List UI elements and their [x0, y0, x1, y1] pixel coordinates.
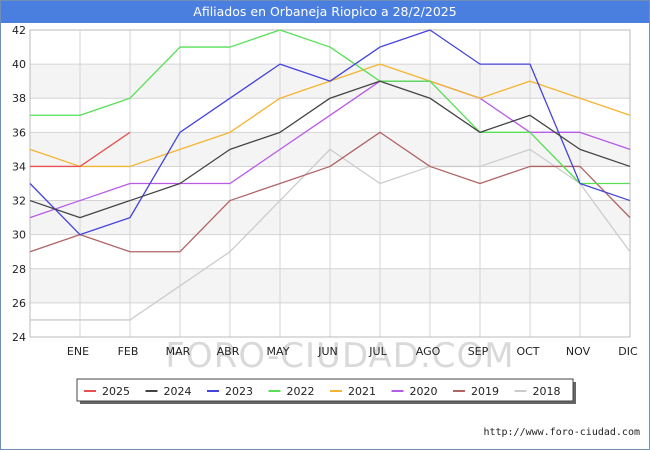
series-line-2024: [29, 80, 631, 219]
watermark: FORO-CIUDAD.COM: [165, 336, 514, 376]
x-tick-label: AGO: [416, 345, 441, 358]
chart-title: Afiliados en Orbaneja Riopico a 28/2/202…: [1, 1, 649, 23]
y-axis-ticks: 24 26 28 30 32 34 36 38 40 42: [12, 24, 26, 344]
series-line-2023: [29, 29, 631, 236]
legend-label: 2021: [348, 385, 376, 398]
legend-label: 2024: [164, 385, 192, 398]
x-tick-label: FEB: [118, 345, 139, 358]
x-tick-label: OCT: [516, 345, 539, 358]
y-tick-label: 26: [12, 297, 26, 310]
y-tick-label: 34: [12, 160, 26, 173]
y-tick-label: 36: [12, 126, 26, 139]
legend-label: 2020: [410, 385, 438, 398]
x-tick-label: ABR: [217, 345, 240, 358]
x-tick-label: MAR: [166, 345, 191, 358]
x-tick-label: MAY: [267, 345, 290, 358]
series-lines: [29, 29, 631, 321]
y-tick-label: 28: [12, 263, 26, 276]
legend-label: 2019: [471, 385, 499, 398]
x-tick-label: JUN: [317, 345, 338, 358]
legend-label: 2025: [102, 385, 130, 398]
series-line-2025: [30, 131, 131, 168]
series-line-2019: [29, 131, 631, 253]
y-tick-label: 42: [12, 24, 26, 37]
x-tick-label: ENE: [67, 345, 89, 358]
legend-box: [76, 378, 574, 402]
source-url: http://www.foro-ciudad.com: [483, 427, 640, 438]
y-tick-label: 38: [12, 92, 26, 105]
legend: 2025 2024 2023 2022 2021 2020 2019 2018: [76, 378, 576, 404]
x-tick-label: SEP: [468, 345, 489, 358]
series-line-2022: [30, 29, 630, 185]
y-tick-label: 30: [12, 229, 26, 242]
legend-label: 2018: [533, 385, 561, 398]
y-tick-label: 32: [12, 195, 26, 208]
y-tick-label: 40: [12, 58, 26, 71]
series-line-2018: [30, 148, 631, 321]
x-tick-label: NOV: [566, 345, 591, 358]
y-tick-label: 24: [12, 331, 26, 344]
x-tick-label: DIC: [618, 345, 638, 358]
legend-label: 2023: [225, 385, 253, 398]
legend-label: 2022: [287, 385, 315, 398]
x-tick-label: JUL: [368, 345, 387, 358]
x-axis-ticks: ENE FEB MAR ABR MAY JUN JUL AGO SEP OCT NOV DIC: [67, 345, 638, 358]
